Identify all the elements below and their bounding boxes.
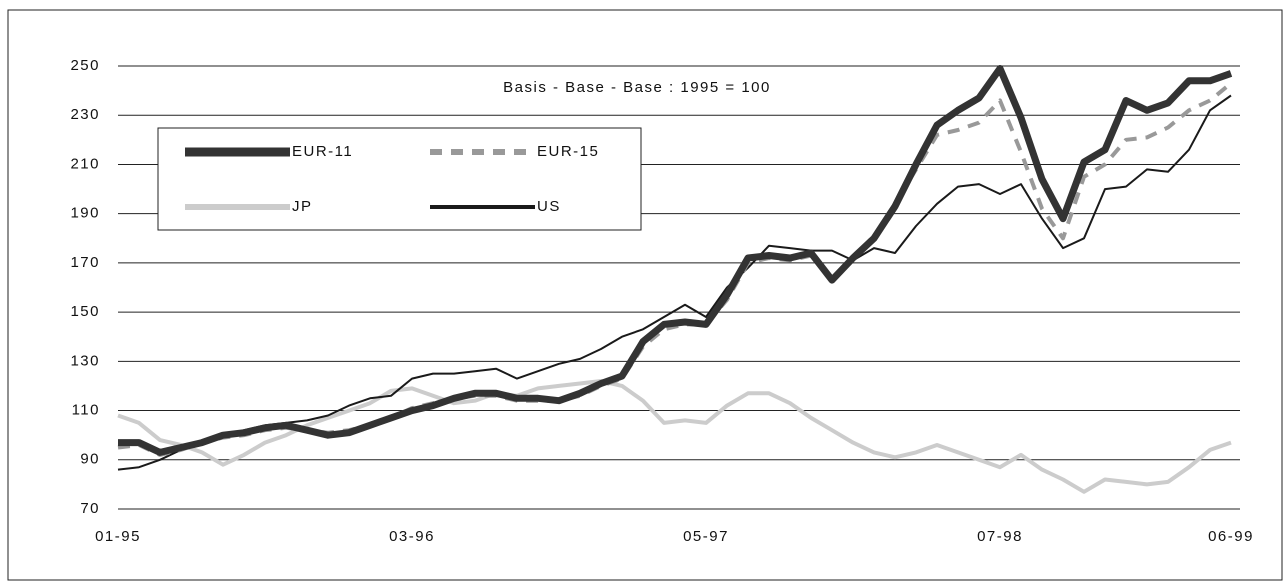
chart-frame (7, 9, 1283, 581)
plot-area: 70 90 110 130 150 170 190 210 230 250 01-95 03-96 05… (70, 57, 1254, 545)
series-line (117, 94, 1232, 471)
series-line (118, 65, 1233, 456)
y-tick-label: 90 (80, 451, 100, 468)
series-line (117, 379, 1232, 494)
x-tick-label: 07-98 (977, 528, 1023, 545)
legend-label: JP (292, 198, 313, 215)
y-tick-label: 150 (70, 303, 100, 320)
legend-label: US (537, 198, 561, 215)
annotation: Basis - Base - Base : 1995 = 100 (503, 79, 771, 96)
x-tick-label: 01-95 (95, 528, 141, 545)
y-tick-label: 70 (80, 500, 100, 517)
y-tick-label: 210 (70, 155, 100, 172)
legend-label: EUR-11 (292, 143, 353, 160)
y-tick-label: 190 (70, 205, 100, 222)
x-tick-label: 05-97 (683, 528, 729, 545)
y-tick-label: 230 (70, 106, 100, 123)
x-tick-label: 03-96 (389, 528, 435, 545)
legend-label: EUR-15 (537, 143, 599, 160)
legend: JP US EUR-15 EUR-11 (185, 143, 599, 215)
y-tick-label: 130 (70, 352, 100, 369)
x-tick-label: 06-99 (1208, 528, 1254, 545)
y-tick-label: 110 (72, 402, 100, 419)
y-tick-label: 170 (70, 254, 100, 271)
y-tick-label: 250 (70, 57, 100, 74)
legend-box (157, 127, 642, 231)
